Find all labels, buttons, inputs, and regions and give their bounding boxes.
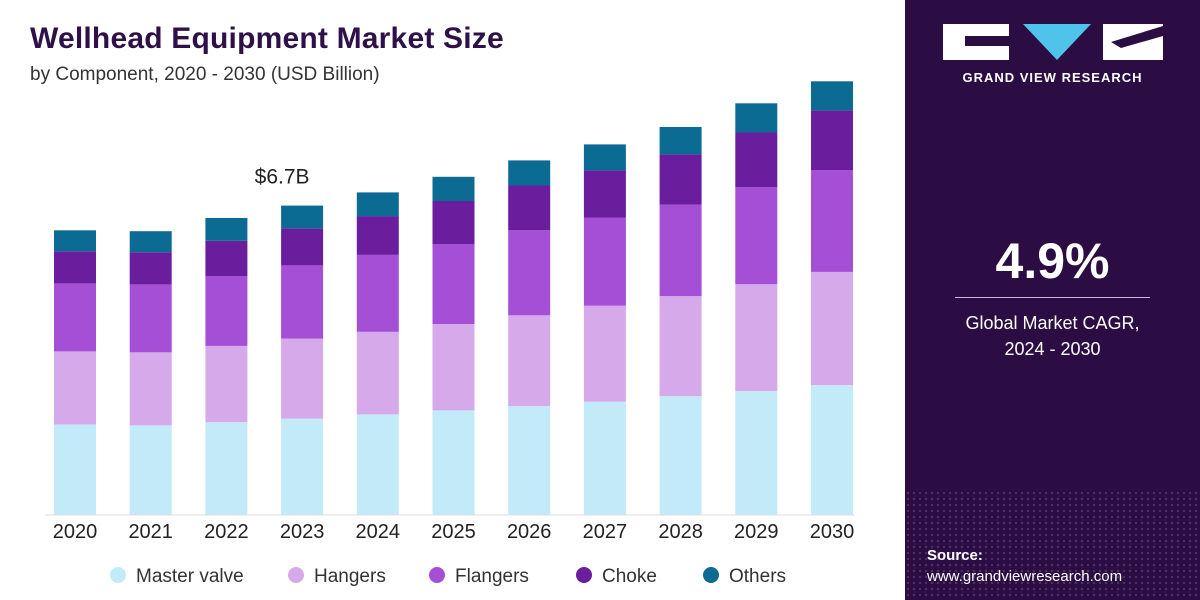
bar-2022-hangers (205, 345, 248, 423)
x-tick-label: 2027 (583, 521, 628, 543)
bar-2024-master-valve (356, 414, 399, 515)
cagr-label: Global Market CAGR, 2024 - 2030 (905, 310, 1200, 362)
bar-2020-hangers (54, 351, 96, 425)
legend-label: Choke (602, 566, 657, 587)
x-tick-label: 2022 (204, 521, 249, 543)
value-annotation: $6.7B (255, 166, 310, 189)
bar-2021-others (129, 231, 172, 253)
bar-2026-others (508, 160, 551, 186)
bar-2030-hangers (811, 271, 853, 386)
bar-2021-hangers (129, 352, 172, 426)
source-label: Source: (927, 547, 983, 564)
bar-2024-others (356, 192, 399, 217)
legend-swatch-hangers (288, 567, 304, 583)
x-tick-label: 2025 (431, 521, 476, 543)
x-tick-label: 2029 (734, 521, 779, 543)
gvr-logo-icon (943, 24, 1163, 60)
bar-2025-hangers (432, 324, 475, 411)
bar-2027-hangers (583, 305, 626, 402)
cagr-divider (955, 297, 1150, 298)
x-tick-label: 2023 (280, 521, 325, 543)
bar-2022-master-valve (205, 422, 248, 515)
x-tick-label: 2028 (658, 521, 703, 543)
bar-2030-master-valve (811, 385, 853, 515)
bar-2030-flangers (811, 170, 853, 272)
bar-2027-flangers (583, 217, 626, 306)
bar-2021-flangers (129, 284, 172, 353)
legend-swatch-flangers (429, 567, 445, 583)
bar-2020-flangers (54, 283, 96, 352)
bar-2028-choke (659, 154, 702, 205)
bar-2029-others (735, 103, 778, 133)
info-sidebar: GRAND VIEW RESEARCH 4.9% Global Market C… (905, 0, 1200, 600)
bar-2029-hangers (735, 284, 778, 392)
bar-2026-choke (508, 185, 551, 231)
bar-2026-hangers (508, 315, 551, 407)
stacked-bar-chart: 2020 2021 2022 2023 $6.7B 2024 2025 2026 2027 202… (45, 81, 855, 587)
legend-swatch-choke (576, 567, 592, 583)
legend-label: Hangers (314, 566, 386, 587)
legend-label: Flangers (455, 566, 529, 587)
bar-2027-choke (583, 170, 626, 218)
bar-2022-flangers (205, 276, 248, 346)
bar-2028-master-valve (659, 396, 702, 515)
cagr-label-line1: Global Market CAGR, (965, 313, 1140, 333)
bar-2020-choke (54, 251, 96, 284)
chart-panel: Wellhead Equipment Market Size by Compon… (0, 0, 905, 600)
bar-2025-master-valve (432, 410, 475, 515)
bar-2029-master-valve (735, 391, 778, 515)
bar-2028-flangers (659, 204, 702, 297)
cagr-label-line2: 2024 - 2030 (1004, 339, 1101, 359)
x-tick-label: 2030 (810, 521, 855, 543)
bar-2023-others (281, 205, 324, 229)
bar-2028-hangers (659, 296, 702, 397)
chart-subtitle: by Component, 2020 - 2030 (USD Billion) (30, 64, 380, 85)
x-tick-label: 2024 (356, 521, 401, 543)
legend-label: Others (729, 566, 786, 587)
bar-2023-master-valve (281, 418, 324, 515)
bar-2026-master-valve (508, 406, 551, 515)
x-tick-label: 2020 (53, 521, 98, 543)
bar-2024-hangers (356, 331, 399, 415)
cagr-value: 4.9% (995, 233, 1110, 289)
bar-2022-others (205, 218, 248, 241)
bar-2029-flangers (735, 187, 778, 285)
bar-2020-master-valve (54, 424, 96, 515)
brand-name: GRAND VIEW RESEARCH (962, 70, 1143, 85)
legend-swatch-master-valve (110, 567, 126, 583)
bar-2030-choke (811, 110, 853, 170)
bar-2028-others (659, 127, 702, 155)
source-block: Source: www.grandviewresearch.com (927, 545, 1122, 587)
bar-2030-others (811, 81, 853, 111)
source-url[interactable]: www.grandviewresearch.com (927, 568, 1123, 585)
bar-2023-hangers (281, 338, 324, 419)
bar-2023-flangers (281, 265, 324, 339)
bar-2025-others (432, 176, 475, 201)
bar-2021-master-valve (129, 425, 172, 515)
bar-2025-choke (432, 201, 475, 244)
x-tick-label: 2026 (507, 521, 552, 543)
x-tick-label: 2021 (128, 521, 173, 543)
chart-title: Wellhead Equipment Market Size (30, 22, 504, 55)
bar-2024-choke (356, 216, 399, 255)
bar-2027-others (583, 144, 626, 171)
legend-label: Master valve (136, 566, 244, 587)
bar-2024-flangers (356, 255, 399, 332)
bar-2026-flangers (508, 230, 551, 316)
legend-swatch-others (703, 567, 719, 583)
bar-2027-master-valve (583, 401, 626, 515)
bar-2025-flangers (432, 244, 475, 324)
dot-pattern (905, 490, 1200, 600)
bar-2029-choke (735, 132, 778, 188)
bar-2023-choke (281, 228, 324, 266)
bar-2020-others (54, 230, 96, 252)
bar-2022-choke (205, 240, 248, 276)
bar-2021-choke (129, 252, 172, 285)
